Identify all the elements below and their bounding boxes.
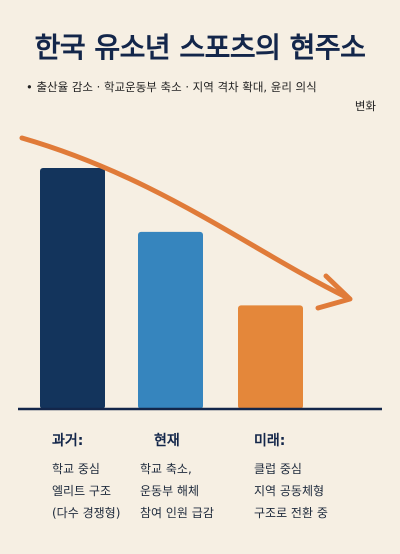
column-line: 참여 인원 급감 (140, 506, 214, 520)
column-heading-future: 미래: (254, 433, 286, 449)
trend-arrow-head (315, 273, 353, 311)
column-heading-present: 현재 (154, 433, 180, 449)
column-line: 구조로 전환 중 (254, 506, 328, 520)
subtitle-line-1: • 출산율 감소 · 학교운동부 축소 · 지역 격차 확대, 윤리 의식 (26, 80, 317, 94)
column-line: 클럽 중심 (254, 462, 302, 476)
bar-2 (138, 231, 203, 409)
bar-3 (238, 305, 303, 409)
bar-1 (40, 168, 105, 409)
column-line: 운동부 해체 (140, 484, 200, 498)
trend-arrow (19, 135, 351, 301)
column-past: 과거: 학교 중심 엘리트 구조 (다수 경쟁형) (52, 430, 164, 524)
column-line: 지역 공동체형 (254, 484, 325, 498)
column-heading-past: 과거: (52, 433, 84, 449)
subtitle: • 출산율 감소 · 학교운동부 축소 · 지역 격차 확대, 윤리 의식 변화 (26, 78, 376, 116)
column-line: 학교 축소, (140, 462, 192, 476)
column-present: 현재 학교 축소, 운동부 해체 참여 인원 급감 (140, 430, 252, 524)
column-line: 엘리트 구조 (52, 484, 112, 498)
column-line: (다수 경쟁형) (52, 506, 121, 520)
page-title: 한국 유소년 스포츠의 현주소 (34, 31, 366, 64)
column-line: 학교 중심 (52, 462, 100, 476)
subtitle-line-2: 변화 (354, 99, 376, 113)
column-future: 미래: 클럽 중심 지역 공동체형 구조로 전환 중 (254, 430, 366, 524)
